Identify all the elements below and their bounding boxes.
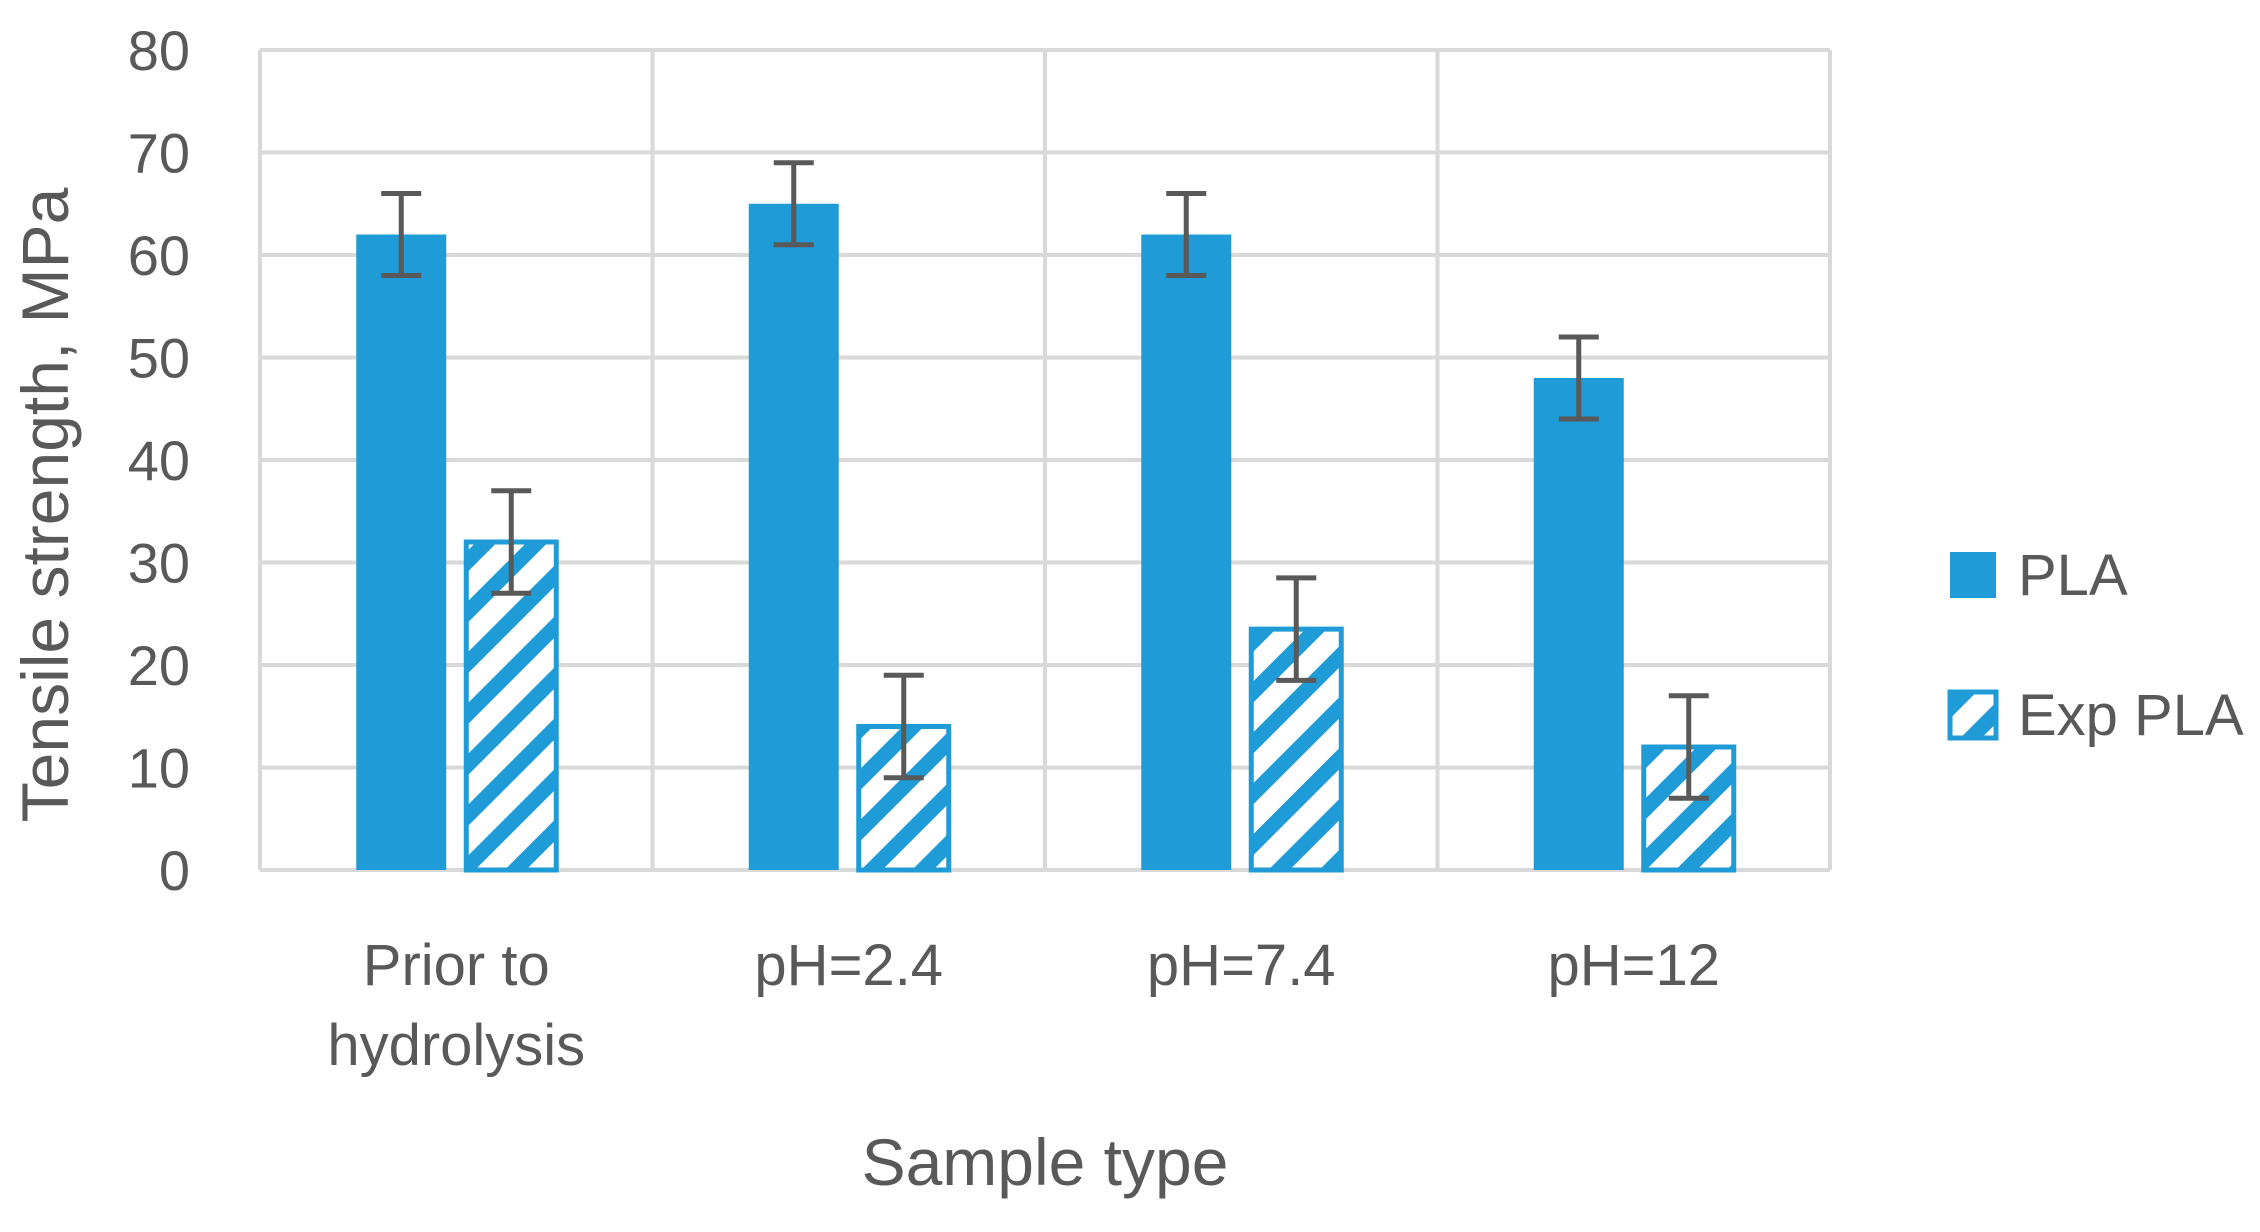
x-tick-label-line: hydrolysis (327, 1013, 585, 1078)
y-tick-label-30: 30 (128, 532, 190, 595)
legend: PLA Exp PLA (1947, 543, 2244, 748)
legend-item-exp-pla: Exp PLA (1947, 683, 2244, 748)
bar-pla-1 (748, 203, 839, 870)
bar-pla-3 (1533, 378, 1624, 870)
y-tick-label-80: 80 (128, 19, 190, 82)
y-tick-label-20: 20 (128, 634, 190, 697)
legend-swatch (1950, 552, 1996, 598)
error-bar-pla-0 (381, 191, 422, 278)
gridlines (258, 48, 1832, 872)
x-axis-title: Sample type (862, 1125, 1229, 1199)
y-tick-label-60: 60 (128, 224, 190, 287)
legend-swatch (1947, 689, 1999, 741)
y-tick-label-40: 40 (128, 429, 190, 492)
bars (356, 203, 1737, 873)
y-tick-label-50: 50 (128, 327, 190, 390)
legend-item-pla: PLA (1950, 543, 2128, 608)
x-tick-label-line: pH=12 (1547, 933, 1720, 998)
y-tick-label-10: 10 (128, 737, 190, 800)
x-tick-label-3: pH=12 (1547, 933, 1720, 998)
x-tick-label-0: Prior to hydrolysis (327, 933, 585, 1078)
x-tick-label-2: pH=7.4 (1147, 933, 1336, 998)
error-bar-exp-pla-3 (1668, 693, 1709, 801)
error-bars (381, 160, 1709, 801)
bar-exp-pla-2 (1248, 626, 1344, 873)
error-bar-exp-pla-2 (1276, 575, 1317, 683)
bar-pla-2 (1141, 234, 1232, 870)
error-bar-pla-2 (1166, 191, 1207, 278)
bar-pla-0 (356, 234, 447, 870)
x-tick-label-line: Prior to (363, 933, 550, 998)
axes: 0 10 20 30 40 50 60 70 80 Prior to hydrolysis pH=2.… (8, 19, 1720, 1199)
y-axis-title: Tensile strength, MPa (8, 187, 82, 822)
error-bar-pla-1 (773, 160, 814, 248)
x-tick-label-line: pH=7.4 (1147, 933, 1336, 998)
x-tick-label-line: pH=2.4 (754, 933, 943, 998)
legend-label: PLA (2018, 543, 2128, 608)
bar-exp-pla-0 (463, 539, 559, 873)
error-bar-pla-3 (1558, 334, 1599, 422)
y-tick-label-70: 70 (128, 122, 190, 185)
error-bar-exp-pla-1 (883, 672, 924, 781)
error-bar-exp-pla-0 (491, 488, 532, 596)
x-tick-label-1: pH=2.4 (754, 933, 943, 998)
legend-label: Exp PLA (2018, 683, 2244, 748)
y-tick-label-0: 0 (159, 839, 190, 902)
